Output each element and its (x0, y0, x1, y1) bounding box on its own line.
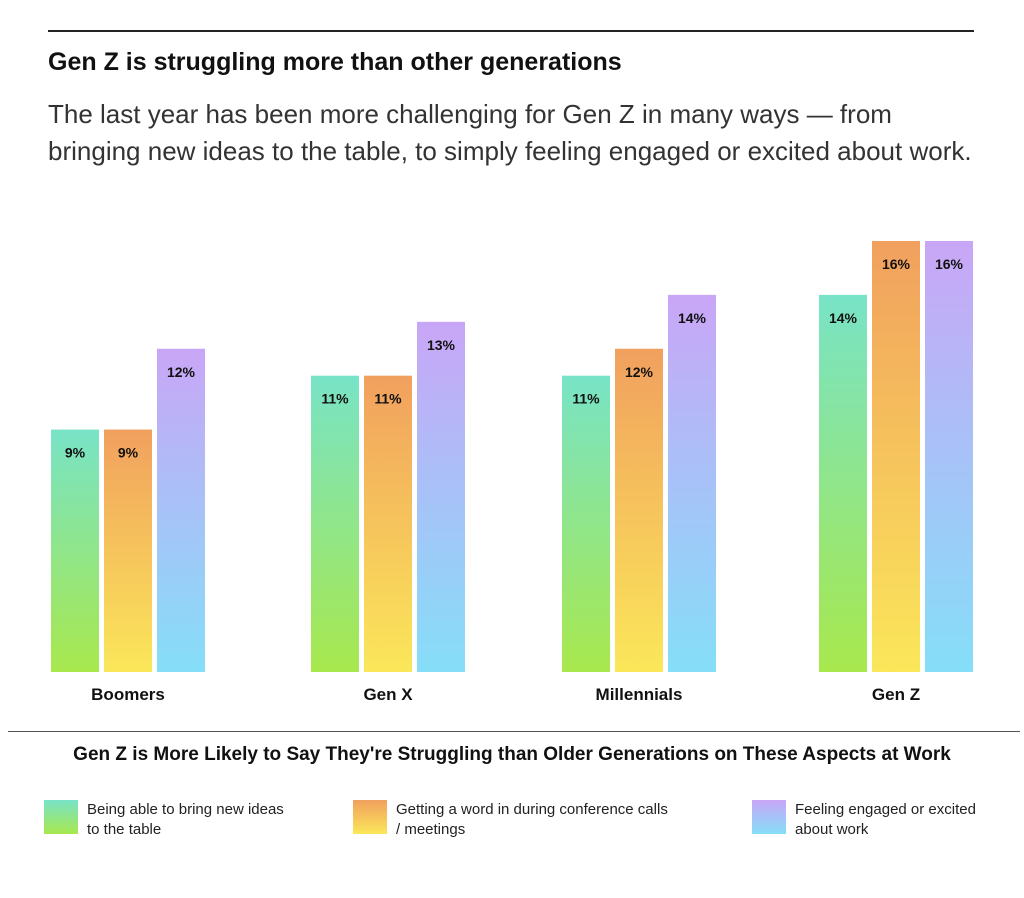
data-label-boomers-engaged: 12% (167, 364, 196, 380)
legend-label-meetings: Getting a word in during conference call… (396, 801, 668, 838)
legend-label-engaged: Feeling engaged or excited about work (795, 801, 976, 838)
labels-layer: 9% 9% 12% Boomers 11% 11% 13% Gen X 11% 12% 14% Mil… (65, 256, 964, 704)
legend-label-ideas: Being able to bring new ideas to the tab… (87, 801, 284, 838)
bar-gen-x-meetings (364, 375, 412, 672)
bar-gen-z-meetings (872, 241, 920, 672)
bar-boomers-ideas (51, 429, 99, 672)
data-label-gen-x-meetings: 11% (374, 391, 402, 407)
bars-layer (51, 241, 973, 672)
data-label-gen-z-meetings: 16% (882, 256, 911, 272)
data-label-millennials-engaged: 14% (678, 310, 707, 326)
legend-item-engaged: Feeling engaged or excited about work (752, 800, 1015, 840)
legend-swatch-engaged (752, 800, 786, 834)
category-label-gen-z: Gen Z (872, 685, 920, 704)
data-label-gen-x-engaged: 13% (427, 337, 456, 353)
legend-swatch-ideas (44, 800, 78, 834)
bar-gen-x-ideas (311, 375, 359, 672)
chart-title: Gen Z is More Likely to Say They're Stru… (73, 744, 951, 765)
bar-gen-z-ideas (819, 294, 867, 672)
legend-swatch-meetings (353, 800, 387, 834)
data-label-gen-z-engaged: 16% (935, 256, 964, 272)
data-label-millennials-ideas: 11% (572, 391, 600, 407)
bar-millennials-engaged (668, 294, 716, 672)
legend-divider (8, 731, 1020, 732)
legend-item-meetings: Getting a word in during conference call… (353, 800, 676, 840)
category-label-millennials: Millennials (596, 685, 683, 704)
bar-millennials-meetings (615, 348, 663, 672)
bar-millennials-ideas (562, 375, 610, 672)
page-title: Gen Z is struggling more than other gene… (48, 48, 622, 76)
category-label-boomers: Boomers (91, 685, 165, 704)
legend-item-ideas: Being able to bring new ideas to the tab… (44, 800, 287, 840)
data-label-gen-z-ideas: 14% (829, 310, 858, 326)
data-label-millennials-meetings: 12% (625, 364, 654, 380)
bar-boomers-engaged (157, 348, 205, 672)
top-rule (48, 30, 974, 32)
data-label-boomers-meetings: 9% (118, 445, 139, 461)
data-label-gen-x-ideas: 11% (321, 391, 349, 407)
category-label-gen-x: Gen X (363, 685, 413, 704)
page-subtitle: The last year has been more challenging … (48, 99, 972, 166)
bar-gen-x-engaged (417, 321, 465, 672)
bar-boomers-meetings (104, 429, 152, 672)
bar-gen-z-engaged (925, 241, 973, 672)
data-label-boomers-ideas: 9% (65, 445, 86, 461)
